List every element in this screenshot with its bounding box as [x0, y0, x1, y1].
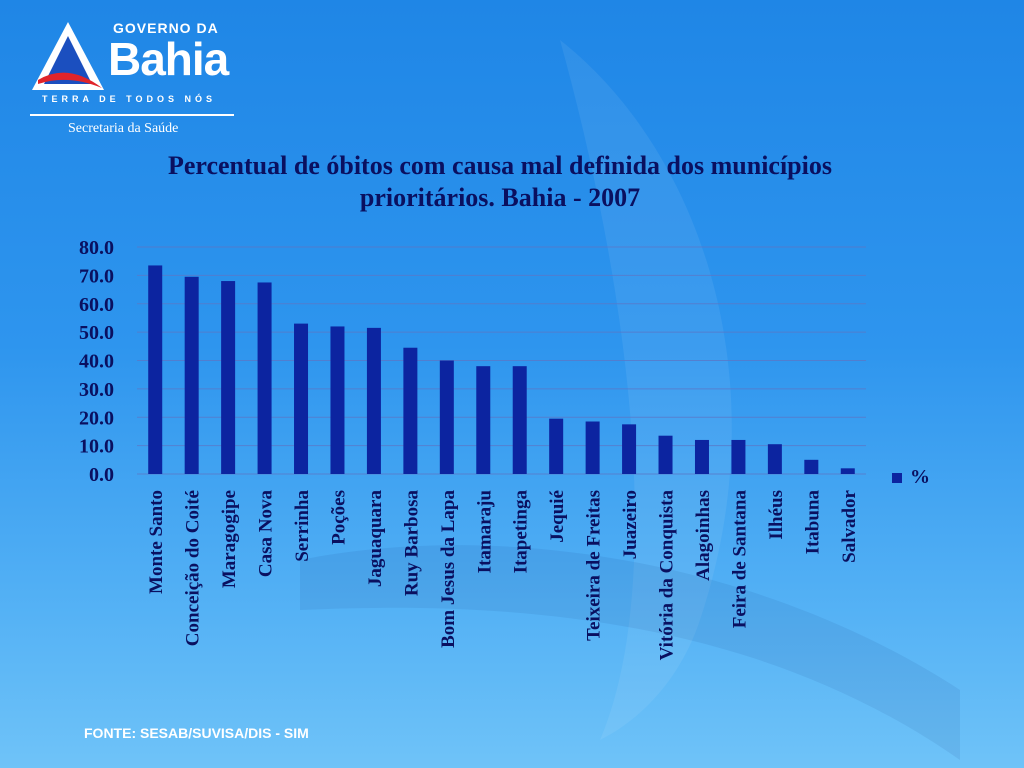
x-category-label: Itabuna [802, 490, 823, 555]
bar-19 [804, 459, 819, 474]
logo-bahia-text: Bahia [108, 33, 229, 85]
logo-divider [30, 114, 234, 116]
bar-6 [330, 326, 345, 474]
x-category-label: Casa Nova [256, 490, 277, 578]
bar-9 [439, 360, 454, 474]
x-category-label: Itamaraju [474, 490, 495, 574]
x-category-label: Conceição do Coité [183, 490, 204, 646]
bar-15 [658, 435, 673, 474]
chart-legend: % [892, 466, 930, 489]
bar-10 [476, 366, 491, 474]
y-tick-label: 60.0 [79, 294, 114, 316]
y-tick-label: 20.0 [79, 407, 114, 429]
y-tick-label: 70.0 [79, 265, 114, 287]
y-tick-label: 10.0 [79, 436, 114, 458]
x-category-label: Vitória da Conquista [657, 490, 678, 661]
y-tick-label: 40.0 [79, 351, 114, 373]
bar-18 [767, 444, 782, 474]
x-category-label: Teixeira de Freitas [584, 490, 605, 641]
bar-17 [731, 439, 746, 474]
bar-1 [148, 265, 163, 474]
x-category-label: Salvador [839, 489, 860, 562]
bar-8 [403, 347, 418, 474]
x-category-label: Alagoinhas [693, 490, 714, 581]
source-note: FONTE: SESAB/SUVISA/DIS - SIM [84, 725, 309, 741]
logo-tagline: TERRA DE TODOS NÓS [42, 94, 217, 104]
bar-7 [366, 327, 381, 474]
bar-12 [549, 418, 564, 474]
logo-governo-text: GOVERNO DA [113, 20, 219, 36]
bar-20 [840, 468, 855, 474]
x-category-label: Jequié [547, 490, 568, 543]
bar-3 [221, 281, 236, 474]
legend-swatch [892, 472, 902, 483]
bar-11 [512, 366, 527, 474]
x-category-label: Monte Santo [146, 490, 167, 594]
logo-secretaria-text: Secretaria da Saúde [68, 121, 179, 136]
x-category-label: Ruy Barbosa [401, 490, 422, 597]
y-tick-label: 50.0 [79, 322, 114, 344]
x-category-label: Ilhéus [766, 490, 787, 540]
x-category-label: Itapetinga [511, 490, 532, 574]
governo-bahia-logo: GOVERNO DA Bahia TERRA DE TODOS NÓS Secr… [28, 18, 248, 143]
x-category-label: Feira de Santana [729, 490, 750, 629]
bahia-logo-icon [32, 22, 104, 90]
y-tick-label: 30.0 [79, 379, 114, 401]
y-tick-label: 0.0 [89, 464, 114, 486]
y-tick-label: 80.0 [79, 237, 114, 259]
x-category-label: Serrinha [292, 490, 313, 562]
x-category-label: Jaguaquara [365, 490, 386, 588]
bar-5 [294, 323, 309, 474]
x-category-label: Bom Jesus da Lapa [438, 490, 459, 648]
x-category-label: Juazeiro [620, 490, 641, 559]
bar-16 [694, 439, 709, 474]
bar-4 [257, 282, 272, 474]
x-category-label: Poções [328, 490, 349, 545]
bar-14 [622, 424, 637, 474]
chart-title: Percentual de óbitos com causa mal defin… [167, 151, 832, 212]
bar-13 [585, 421, 600, 474]
legend-label: % [910, 466, 930, 488]
x-category-label: Maragogipe [219, 490, 240, 588]
bar-2 [184, 276, 199, 474]
